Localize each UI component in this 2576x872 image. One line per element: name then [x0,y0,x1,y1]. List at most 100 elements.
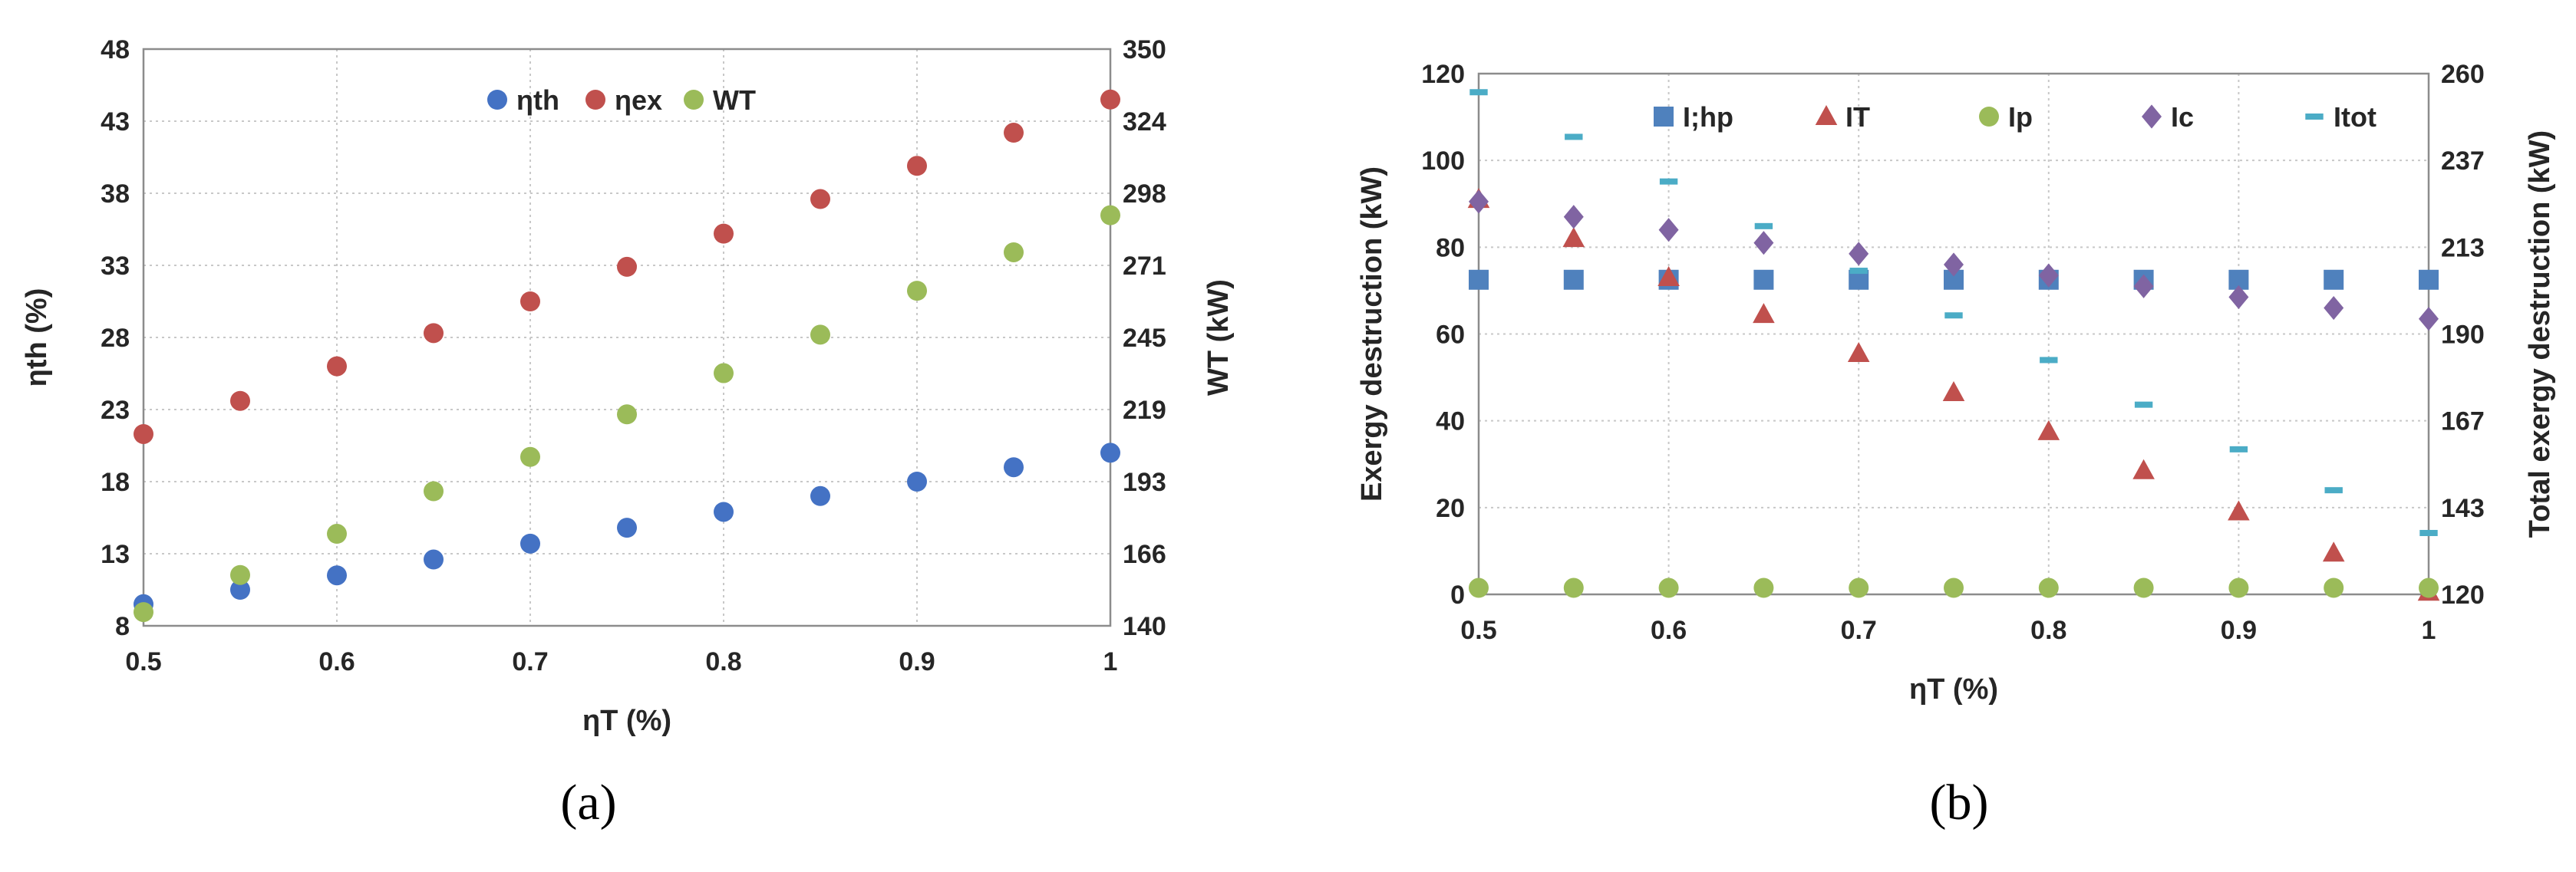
data-point [1659,178,1678,185]
data-point [1753,269,1774,290]
data-point [1562,227,1585,248]
x-tick-label: 0.9 [2221,616,2257,645]
y-tick-label: 60 [1436,321,1465,350]
data-point [1754,222,1773,229]
y-axis-title: Exergy destruction (kW) [1356,166,1388,502]
data-point [1004,242,1024,262]
legend-marker [1815,105,1838,126]
data-point [810,485,830,506]
legend: ηth ηex WT [487,84,756,116]
data-point [1658,577,1679,598]
data-point [714,502,734,522]
data-point [2038,577,2059,598]
chart-a: 8 13 18 23 28 33 38 43 48 140 166 193 219 245 271 298 32… [21,35,1235,831]
data-point [1004,123,1024,143]
data-point [2133,577,2154,598]
legend-marker [684,90,704,110]
data-point [1469,269,1489,290]
y-tick-label: 40 [1436,407,1465,436]
legend-marker [487,90,507,110]
data-point [1942,380,1965,401]
data-point [2228,577,2249,598]
data-point [1469,189,1489,214]
y2-axis-title: WT (kW) [1202,279,1235,396]
data-point [1563,269,1584,290]
data-point [520,446,540,467]
y2-tick-label: 166 [1123,540,1166,569]
data-point [1849,242,1869,266]
x-axis-title: ηT (%) [1909,673,1998,706]
data-point [2419,529,2438,536]
y2-tick-label: 143 [2441,494,2485,523]
data-point [1847,342,1870,363]
legend-label: Itot [2334,101,2376,133]
data-point [2229,446,2248,452]
y2-tick-label: 193 [1123,468,1166,497]
data-point [2038,263,2059,288]
data-point [2324,577,2344,598]
y2-axis-title: Total exergy destruction (kW) [2524,130,2556,538]
data-point [2419,577,2439,598]
y-tick-label: 33 [101,252,130,281]
y-tick-label: 20 [1436,494,1465,523]
data-point [2419,307,2439,331]
data-point [714,363,734,383]
legend-marker [2142,104,2162,129]
data-point [2324,269,2344,290]
data-point [2040,357,2058,364]
data-point [810,324,830,345]
data-point [1469,577,1489,598]
x-tick-label: 1 [1103,647,1118,676]
data-point [424,549,444,570]
x-tick-label: 0.6 [1651,616,1687,645]
data-point [327,565,347,586]
data-point [1658,218,1679,242]
legend-label: I;hp [1683,101,1733,133]
data-point [810,189,830,209]
data-point [1753,577,1774,598]
x-tick-label: 0.8 [705,647,741,676]
data-point [907,281,927,301]
y2-tick-label: 167 [2441,407,2485,436]
plot-area-frame [142,48,1112,627]
y2-tick-label: 237 [2441,146,2485,176]
data-point [230,564,250,585]
data-point [520,291,540,311]
y-tick-label: 43 [101,107,130,137]
data-point [134,602,153,623]
data-point [714,223,734,244]
y-tick-label: 18 [101,468,130,497]
data-point [617,404,637,425]
y2-tick-label: 140 [1123,612,1166,641]
data-point [2419,269,2439,290]
series-2 [134,89,1120,444]
data-point [1563,205,1584,229]
data-point [617,518,637,538]
data-point [2228,500,2250,521]
y-tick-label: 0 [1450,581,1465,610]
x-tick-label: 1 [2422,616,2436,645]
y-tick-label: 48 [101,35,130,64]
data-point [1753,303,1775,324]
y2-tick-label: 271 [1123,252,1166,281]
data-point [1657,265,1680,286]
legend-marker [585,90,605,110]
chart-b: 0 20 40 60 80 100 120 120 143 167 190 213 237 260 0.5 0… [1356,60,2556,831]
legend-label: Ip [2008,101,2033,133]
y-tick-label: 8 [115,612,130,641]
y2-tick-label: 324 [1123,107,1166,137]
x-tick-label: 0.7 [512,647,548,676]
data-point [327,356,347,377]
y-tick-label: 120 [1421,60,1465,89]
data-point [327,524,347,545]
data-point [424,323,444,344]
data-point [1753,231,1774,255]
x-axis-title: ηT (%) [582,705,671,737]
y-tick-label: 28 [101,324,130,353]
x-tick-label: 0.5 [1460,616,1496,645]
data-point [1563,577,1584,598]
y-tick-label: 13 [101,540,130,569]
data-point [907,472,927,492]
series-2 [1467,188,2440,601]
